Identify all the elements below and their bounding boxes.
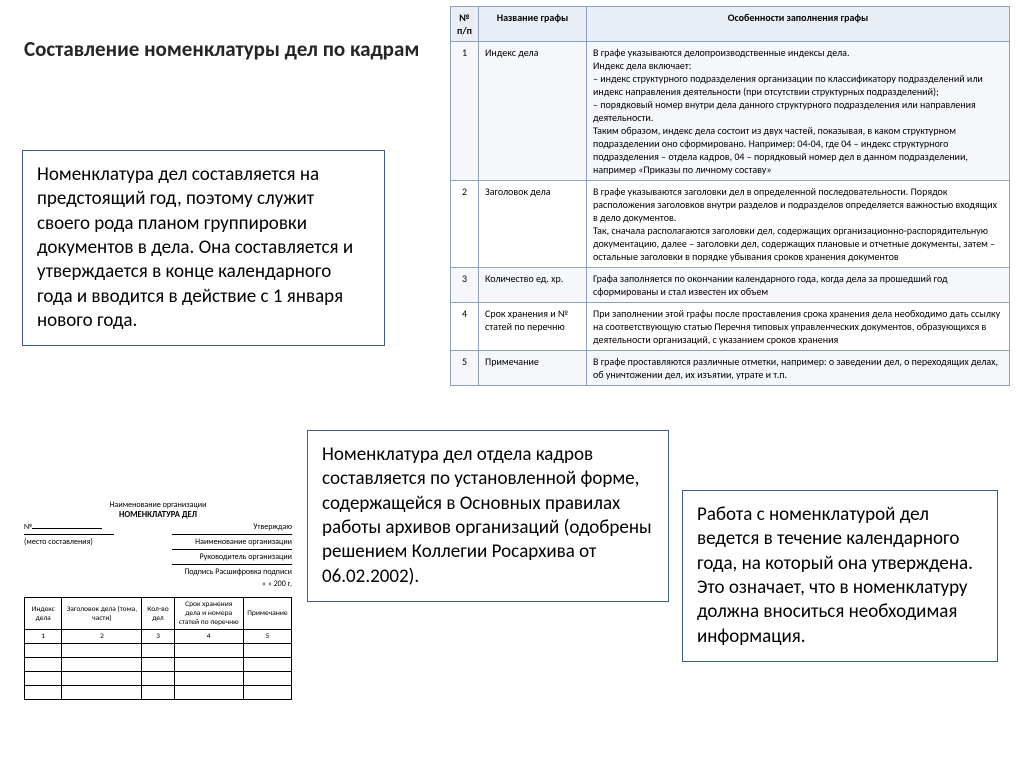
form-date: « » 200 г. <box>262 579 292 589</box>
th-name: Название графы <box>479 7 587 42</box>
form-th: Примечание <box>243 598 291 630</box>
form-th: Кол-во дел <box>142 598 174 630</box>
form-row <box>25 644 292 658</box>
info-box-work: Работа с номенклатурой дел ведется в теч… <box>682 490 998 662</box>
page-title: Составление номенклатуры дел по кадрам <box>24 36 424 62</box>
form-row <box>25 672 292 686</box>
form-org: Наименование организации <box>24 500 292 510</box>
details-tbody: 1Индекс делаВ графе указываются делопрои… <box>451 42 1010 386</box>
form-colnum: 3 <box>142 630 174 644</box>
form-approve: Утверждаю <box>253 522 292 532</box>
table-row: 5ПримечаниеВ графе проставляются различн… <box>451 351 1010 386</box>
form-num-label: № <box>24 522 102 532</box>
table-row: 2Заголовок делаВ графе указываются загол… <box>451 181 1010 268</box>
table-row: 1Индекс делаВ графе указываются делопрои… <box>451 42 1010 181</box>
form-org2: Наименование организации <box>195 537 292 547</box>
info-box-annual: Номенклатура дел составляется на предсто… <box>22 150 385 346</box>
form-line <box>172 564 292 565</box>
form-line <box>172 534 292 535</box>
form-colnum: 1 <box>25 630 62 644</box>
form-row <box>25 658 292 672</box>
form-sign: Подпись Расшифровка подписи <box>184 567 292 577</box>
form-colnum: 4 <box>174 630 243 644</box>
th-feat: Особенности заполнения графы <box>587 7 1010 42</box>
form-th: Индекс дела <box>25 598 62 630</box>
table-row: 4Срок хранения и № статей по перечнюПри … <box>451 303 1010 351</box>
form-head: Руководитель организации <box>200 552 293 562</box>
details-table: № п/п Название графы Особенности заполне… <box>450 6 1010 386</box>
form-colnum: 2 <box>62 630 142 644</box>
form-colnum: 5 <box>243 630 291 644</box>
form-th: Заголовок дела (тома, части) <box>62 598 142 630</box>
form-table: Индекс делаЗаголовок дела (тома, части)К… <box>24 597 292 700</box>
form-place: (место составления) <box>24 537 93 547</box>
form-th: Срок хранения дела и номера статей по пе… <box>174 598 243 630</box>
info-box-form: Номенклатура дел отдела кадров составляе… <box>307 430 669 602</box>
table-row: 3Количество ед. хр.Графа заполняется по … <box>451 268 1010 303</box>
th-num: № п/п <box>451 7 479 42</box>
form-line <box>172 549 292 550</box>
form-sample: Наименование организации НОМЕНКЛАТУРА ДЕ… <box>24 500 292 700</box>
form-row <box>25 686 292 700</box>
form-title: НОМЕНКЛАТУРА ДЕЛ <box>24 510 292 520</box>
form-line <box>24 534 114 535</box>
